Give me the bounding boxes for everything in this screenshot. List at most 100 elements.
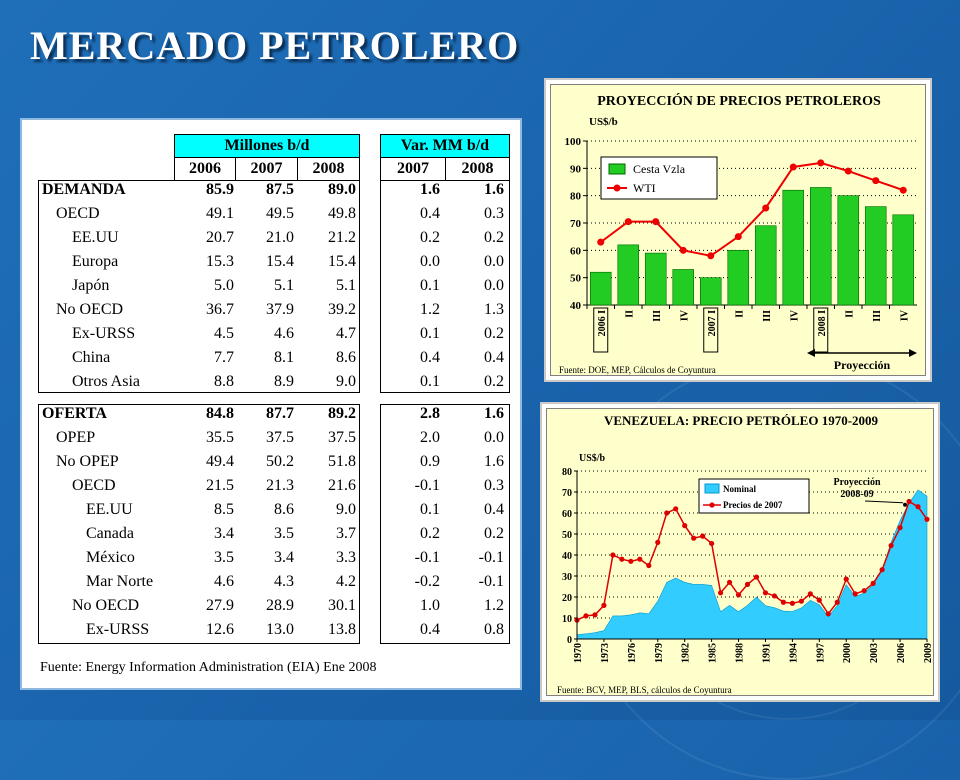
cell-value: 49.8 xyxy=(328,205,356,222)
projection-label: Proyección xyxy=(834,358,891,372)
x-tick-label: IV xyxy=(789,309,800,321)
table-row: México 3.5 3.4 3.3 -0.1 -0.1 xyxy=(22,549,522,573)
cell-value: 21.2 xyxy=(328,229,356,246)
cell-value: 3.5 xyxy=(274,525,294,542)
bar xyxy=(700,277,722,306)
line-point xyxy=(597,238,605,246)
x-tick-label: 1970 xyxy=(573,643,584,663)
cell-value: 4.7 xyxy=(336,325,356,342)
cell-variation: 0.2 xyxy=(484,229,504,246)
y-tick-label: 0 xyxy=(567,635,572,646)
line-point xyxy=(817,159,825,167)
y-tick-label: 30 xyxy=(562,572,572,583)
line-point xyxy=(789,163,797,171)
cell-variation: 0.8 xyxy=(484,621,504,638)
cell-variation: 0.2 xyxy=(484,373,504,390)
cell-variation: 0.4 xyxy=(420,621,440,638)
row-label: EE.UU xyxy=(86,501,133,518)
row-label: No OECD xyxy=(72,597,140,614)
line-point xyxy=(888,542,894,549)
cell-variation: 2.8 xyxy=(420,405,440,422)
bar xyxy=(645,252,667,306)
line-point xyxy=(807,591,813,597)
cell-value: 39.2 xyxy=(328,301,356,318)
line-point xyxy=(734,233,742,241)
cell-value: 87.5 xyxy=(266,181,294,198)
line-point xyxy=(780,599,787,605)
cell-variation: 0.2 xyxy=(484,325,504,342)
cell-value: 3.3 xyxy=(336,549,356,566)
line-point xyxy=(852,591,858,597)
cell-value: 51.8 xyxy=(328,453,356,470)
row-label: Europa xyxy=(72,253,119,270)
cell-value: 13.0 xyxy=(266,621,294,638)
cell-variation: 0.0 xyxy=(420,253,440,270)
cell-value: 28.9 xyxy=(266,597,294,614)
cell-value: 3.7 xyxy=(336,525,356,542)
line-point xyxy=(915,504,921,510)
table-row: China 7.7 8.1 8.6 0.4 0.4 xyxy=(22,349,522,373)
bar xyxy=(617,244,640,306)
cell-variation: 0.2 xyxy=(420,525,440,542)
cell-value: 37.5 xyxy=(328,429,356,446)
line-point xyxy=(707,252,715,260)
cell-value: 37.5 xyxy=(266,429,294,446)
cell-value: 3.5 xyxy=(214,549,234,566)
x-tick-label: 1988 xyxy=(735,643,746,663)
legend-swatch-bar xyxy=(608,163,626,175)
header-year: 2006 xyxy=(174,157,236,181)
row-label: OECD xyxy=(56,205,100,222)
line-point xyxy=(726,579,733,585)
cell-value: 36.7 xyxy=(206,301,234,318)
line-point xyxy=(762,590,769,596)
table-row: OECD 49.1 49.5 49.8 0.4 0.3 xyxy=(22,205,522,229)
y-tick-label: 50 xyxy=(562,530,572,541)
line-point xyxy=(619,556,625,562)
cell-value: 7.7 xyxy=(214,349,234,366)
cell-value: 8.1 xyxy=(274,349,294,366)
x-tick-label: II xyxy=(624,310,635,318)
cell-variation: 0.9 xyxy=(420,453,440,470)
cell-value: 4.5 xyxy=(214,325,234,342)
cell-value: 89.0 xyxy=(328,181,356,198)
x-tick-label: 1997 xyxy=(815,643,826,663)
line-point xyxy=(861,588,867,594)
cell-value: 20.7 xyxy=(206,229,234,246)
line-point xyxy=(664,510,670,516)
cell-variation: 1.6 xyxy=(484,181,504,198)
cell-value: 5.1 xyxy=(336,277,356,294)
cell-value: 49.5 xyxy=(266,205,294,222)
chart-title: PROYECCIÓN DE PRECIOS PETROLEROS xyxy=(597,92,881,109)
bar xyxy=(809,187,832,306)
cell-value: 15.3 xyxy=(206,253,234,270)
line-point xyxy=(601,602,607,608)
cell-value: 15.4 xyxy=(266,253,294,270)
x-tick-label: III xyxy=(872,310,883,322)
line-series-real xyxy=(576,500,928,621)
line-point xyxy=(789,600,795,606)
cell-value: 85.9 xyxy=(206,181,234,198)
line-point xyxy=(844,167,852,175)
cell-value: 27.9 xyxy=(206,597,234,614)
x-tick-label: II xyxy=(734,310,745,318)
cell-variation: 0.1 xyxy=(420,501,440,518)
line-point xyxy=(744,581,751,587)
cell-value: 21.0 xyxy=(266,229,294,246)
cell-variation: 0.4 xyxy=(420,349,440,366)
line-point xyxy=(717,590,724,596)
cell-value: 35.5 xyxy=(206,429,234,446)
header-millones: Millones b/d xyxy=(174,134,360,158)
annotation-label: 2008-09 xyxy=(840,489,873,500)
x-tick-label: 1982 xyxy=(681,643,692,663)
year-marker-box xyxy=(813,307,829,353)
arrow-head-right xyxy=(909,349,917,357)
chart-source: Fuente: BCV, MEP, BLS, cálculos de Coyun… xyxy=(557,685,732,695)
line-point xyxy=(646,562,652,569)
historical-price-chart: VENEZUELA: PRECIO PETRÓLEO 1970-2009 US$/… xyxy=(557,413,934,695)
chart-area: PROYECCIÓN DE PRECIOS PETROLEROS US$/b 40 5… xyxy=(550,84,926,376)
cell-value: 15.4 xyxy=(328,253,356,270)
table-row: Mar Norte 4.6 4.3 4.2 -0.2 -0.1 xyxy=(22,573,522,597)
line-point xyxy=(771,593,778,599)
cell-variation: 0.3 xyxy=(484,205,504,222)
line-point xyxy=(798,598,804,604)
